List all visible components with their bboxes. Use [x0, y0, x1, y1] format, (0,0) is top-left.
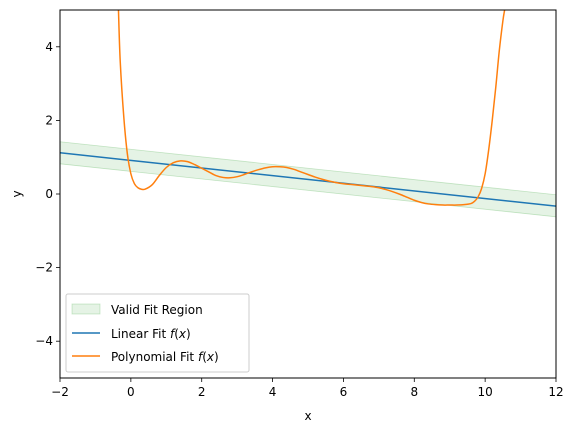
y-tick-label: −2 — [35, 261, 53, 275]
y-tick-label: 4 — [45, 40, 53, 54]
x-axis: −2 0 2 4 6 8 10 12 — [51, 378, 564, 399]
y-tick-label: 0 — [45, 187, 53, 201]
y-axis-label: y — [10, 190, 24, 197]
x-tick-label: 8 — [410, 385, 418, 399]
x-tick-label: 2 — [198, 385, 206, 399]
y-axis: −4 −2 0 2 4 — [35, 40, 60, 348]
x-tick-label: 4 — [269, 385, 277, 399]
legend-label-polynomial-fit: Polynomial Fit f(x) — [111, 350, 219, 364]
polynomial-fit-line — [117, 10, 506, 206]
x-tick-label: 0 — [127, 385, 135, 399]
y-tick-label: −4 — [35, 334, 53, 348]
legend: Valid Fit Region Linear Fit f(x) Polynom… — [65, 293, 250, 373]
x-tick-label: 12 — [548, 385, 563, 399]
x-tick-label: 6 — [340, 385, 348, 399]
legend-swatch-valid-fit-region — [71, 303, 101, 315]
legend-frame — [65, 293, 250, 373]
x-axis-label: x — [304, 409, 311, 423]
legend-label-linear-fit: Linear Fit f(x) — [111, 327, 191, 341]
y-tick-label: 2 — [45, 113, 53, 127]
linear-fit-line — [60, 152, 556, 207]
x-tick-label: 10 — [478, 385, 493, 399]
plot-area — [60, 10, 556, 218]
x-tick-label: −2 — [51, 385, 69, 399]
legend-label-valid-fit-region: Valid Fit Region — [111, 303, 203, 317]
